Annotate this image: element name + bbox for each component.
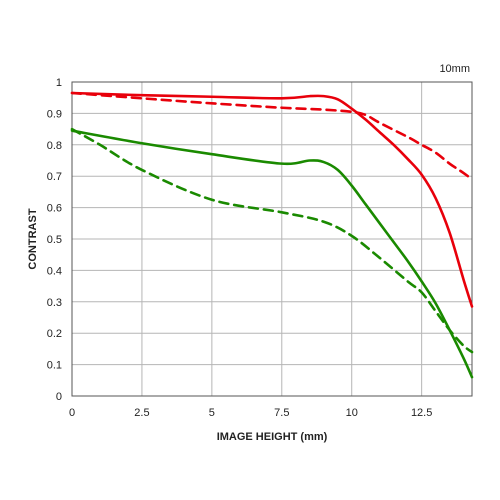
y-axis-title: CONTRAST	[27, 208, 39, 269]
x-tick-label: 5	[209, 407, 215, 419]
y-tick-label: 0.7	[47, 171, 62, 183]
y-tick-label: 0	[56, 391, 62, 403]
series-red-solid-line	[70, 91, 474, 308]
y-tick-labels: 0 0.1 0.2 0.3 0.4 0.5 0.6 0.7 0.8 0.9 1	[47, 77, 62, 403]
y-tick-label: 0.6	[47, 203, 62, 215]
series-green-solid-line	[70, 129, 474, 379]
grid	[72, 82, 472, 396]
y-tick-label: 0.9	[47, 108, 62, 120]
x-tick-labels: 0 2.5 5 7.5 10 12.5	[69, 407, 432, 419]
y-tick-label: 0.5	[47, 234, 62, 246]
x-tick-label: 10	[346, 407, 358, 419]
focal-length-annotation: 10mm	[439, 63, 470, 75]
y-tick-label: 0.4	[47, 265, 62, 277]
x-tick-label: 0	[69, 407, 75, 419]
x-tick-label: 2.5	[134, 407, 149, 419]
y-tick-label: 0.1	[47, 360, 62, 372]
y-tick-label: 1	[56, 77, 62, 89]
y-tick-label: 0.3	[47, 297, 62, 309]
y-tick-label: 0.2	[47, 328, 62, 340]
series-red-dashed-line	[70, 91, 474, 181]
y-tick-label: 0.8	[47, 140, 62, 152]
x-tick-label: 12.5	[411, 407, 432, 419]
plot-frame	[71, 81, 473, 397]
series-group	[70, 91, 474, 379]
x-tick-label: 7.5	[274, 407, 289, 419]
x-axis-title: IMAGE HEIGHT (mm)	[217, 431, 328, 443]
series-green-dashed-line	[70, 127, 474, 354]
